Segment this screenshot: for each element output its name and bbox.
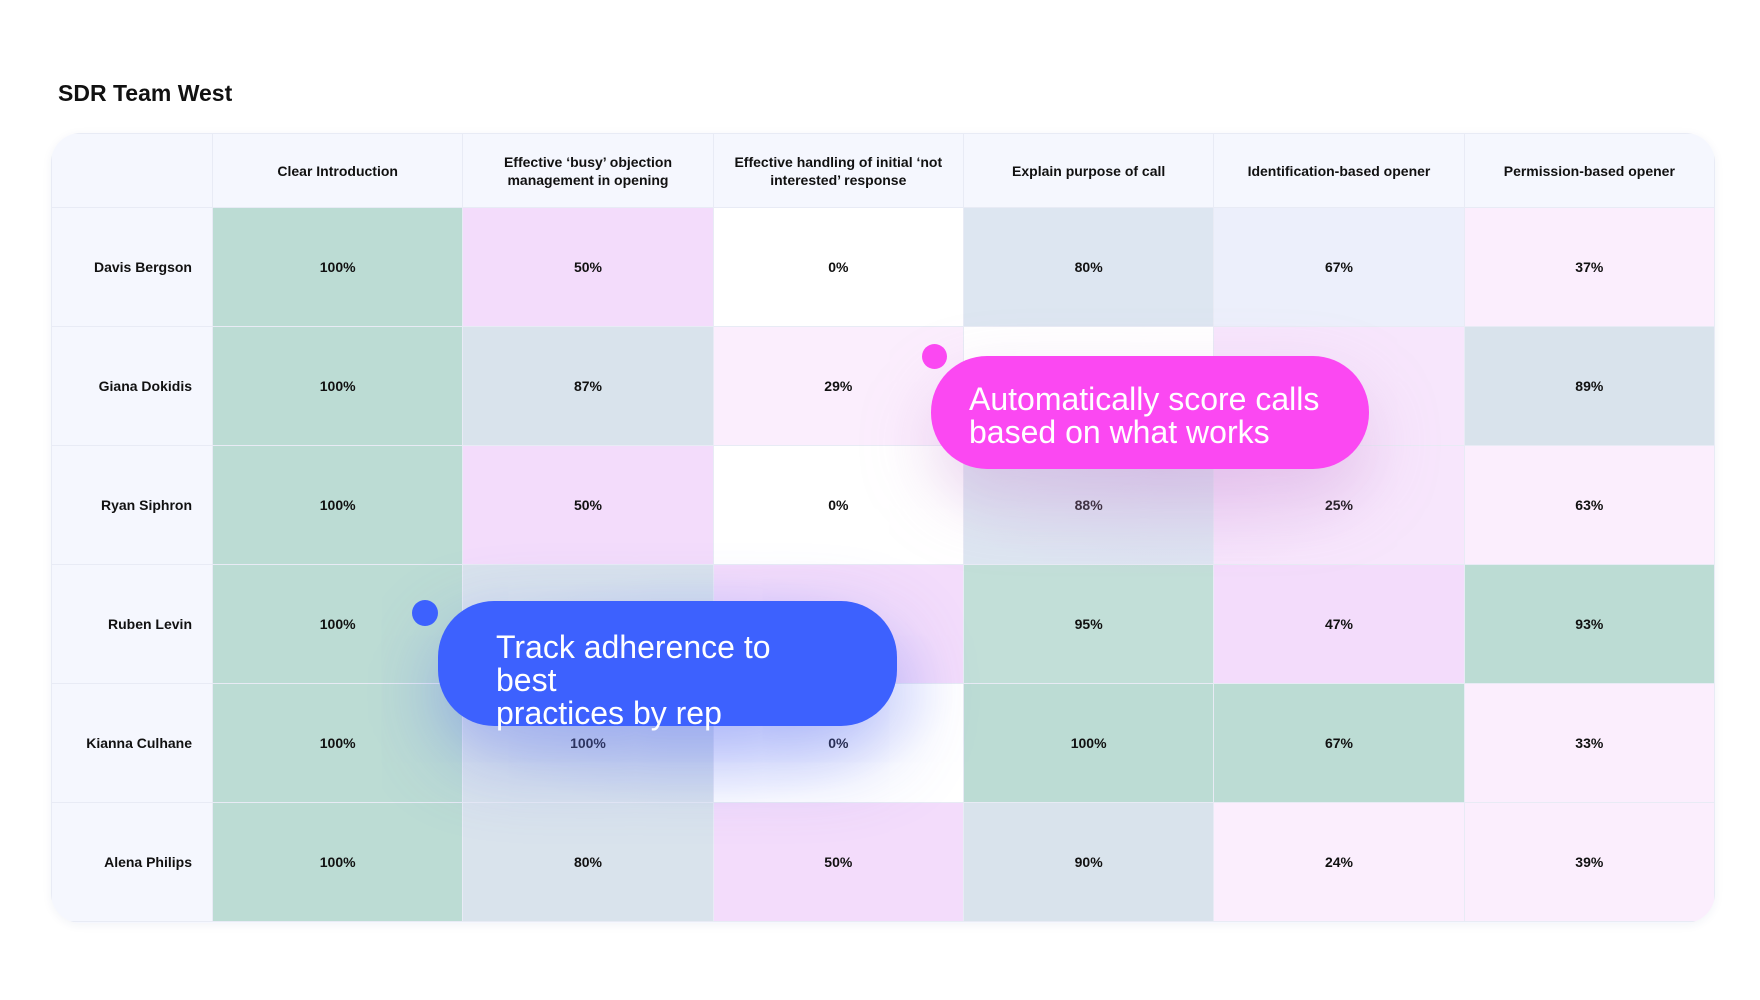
score-cell[interactable]: 67%: [1213, 207, 1465, 327]
rep-name[interactable]: Davis Bergson: [51, 207, 213, 327]
callout-line: Track adherence to best: [496, 629, 771, 698]
score-cell[interactable]: 90%: [962, 802, 1215, 922]
score-cell[interactable]: 0%: [712, 207, 964, 327]
rep-name[interactable]: Ryan Siphron: [51, 445, 213, 565]
column-header-not-interested[interactable]: Effective handling of initial ‘not inter…: [712, 133, 964, 208]
score-cell[interactable]: 33%: [1463, 683, 1715, 803]
score-cell[interactable]: 63%: [1463, 445, 1715, 565]
table-row[interactable]: Alena Philips 100% 80% 50% 90% 24% 39%: [51, 802, 1715, 922]
column-header-identification-opener[interactable]: Identification-based opener: [1213, 133, 1465, 208]
score-cell[interactable]: 25%: [1213, 445, 1465, 565]
score-cell[interactable]: 100%: [211, 683, 464, 803]
rep-name[interactable]: Alena Philips: [51, 802, 213, 922]
score-cell[interactable]: 50%: [462, 207, 714, 327]
rep-name[interactable]: Ruben Levin: [51, 564, 213, 684]
score-cell[interactable]: 100%: [211, 445, 464, 565]
callout-line: based on what works: [969, 414, 1270, 450]
table-row[interactable]: Davis Bergson 100% 50% 0% 80% 67% 37%: [51, 207, 1715, 327]
scorecard-table: Clear Introduction Effective ‘busy’ obje…: [51, 133, 1715, 922]
score-cell[interactable]: 50%: [712, 802, 964, 922]
score-cell[interactable]: 29%: [712, 326, 964, 446]
page-title: SDR Team West: [58, 80, 233, 106]
table-row[interactable]: Giana Dokidis 100% 87% 29% 89%: [51, 326, 1715, 446]
table-header-row: Clear Introduction Effective ‘busy’ obje…: [51, 133, 1715, 208]
score-cell[interactable]: 100%: [211, 326, 464, 446]
score-cell[interactable]: 80%: [962, 207, 1215, 327]
score-cell[interactable]: 24%: [1213, 802, 1465, 922]
callout-line: practices by rep: [496, 695, 722, 731]
rep-name[interactable]: Kianna Culhane: [51, 683, 213, 803]
score-cell[interactable]: 0%: [712, 445, 964, 565]
column-header-explain-purpose[interactable]: Explain purpose of call: [962, 133, 1215, 208]
table-corner: [51, 133, 213, 208]
score-cell[interactable]: 95%: [962, 564, 1215, 684]
score-cell[interactable]: 67%: [1213, 683, 1465, 803]
score-cell[interactable]: 100%: [211, 802, 464, 922]
score-cell[interactable]: 37%: [1463, 207, 1715, 327]
score-cell[interactable]: 50%: [462, 445, 714, 565]
callout-line: Automatically score calls: [969, 381, 1320, 417]
score-cell[interactable]: 100%: [211, 564, 464, 684]
score-cell[interactable]: 47%: [1213, 564, 1465, 684]
table-row[interactable]: Ruben Levin 100% 95% 47% 93%: [51, 564, 1715, 684]
table-row[interactable]: Ryan Siphron 100% 50% 0% 88% 25% 63%: [51, 445, 1715, 565]
score-cell[interactable]: 93%: [1463, 564, 1715, 684]
scorecard-panel: Clear Introduction Effective ‘busy’ obje…: [51, 133, 1715, 923]
score-calls-callout: Automatically score calls based on what …: [931, 356, 1369, 469]
rep-name[interactable]: Giana Dokidis: [51, 326, 213, 446]
score-cell[interactable]: 80%: [462, 802, 714, 922]
score-cell[interactable]: 100%: [211, 207, 464, 327]
score-cell[interactable]: 39%: [1463, 802, 1715, 922]
pink-dot-marker: [922, 344, 947, 369]
track-adherence-callout: Track adherence to best practices by rep: [438, 601, 897, 730]
score-cell[interactable]: 89%: [1463, 326, 1715, 446]
column-header-permission-opener[interactable]: Permission-based opener: [1463, 133, 1715, 208]
blue-dot-marker: [412, 600, 438, 626]
column-header-clear-introduction[interactable]: Clear Introduction: [211, 133, 464, 208]
score-cell[interactable]: 100%: [962, 683, 1215, 803]
score-cell[interactable]: 87%: [462, 326, 714, 446]
column-header-busy-objection[interactable]: Effective ‘busy’ objection management in…: [462, 133, 714, 208]
